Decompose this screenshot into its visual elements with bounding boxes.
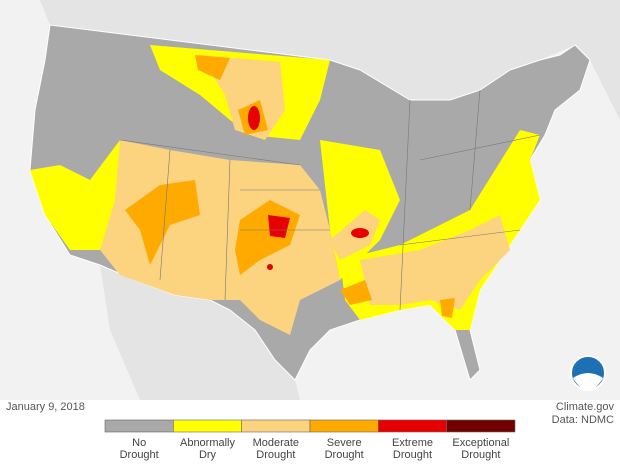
legend-label: Drought bbox=[393, 449, 432, 461]
legend-label: Drought bbox=[325, 449, 364, 461]
legend-label: Severe bbox=[327, 437, 362, 449]
extreme-drought-texas bbox=[267, 264, 273, 270]
extreme-drought-dakota bbox=[248, 106, 260, 130]
credit-label: Climate.gov bbox=[556, 401, 615, 413]
abnormally-dry-west bbox=[30, 140, 120, 250]
legend-label: No bbox=[132, 437, 146, 449]
legend: NoDroughtAbnormallyDryModerateDroughtSev… bbox=[104, 419, 516, 461]
legend-label: Abnormally bbox=[180, 437, 236, 449]
legend-label: Drought bbox=[120, 449, 159, 461]
legend-label: Drought bbox=[256, 449, 295, 461]
legend-label: Drought bbox=[461, 449, 500, 461]
date-label: January 9, 2018 bbox=[6, 401, 85, 413]
legend-swatch bbox=[173, 419, 242, 433]
legend-label: Moderate bbox=[253, 437, 299, 449]
source-label: Data: NDMC bbox=[552, 414, 614, 426]
extreme-drought-missouri bbox=[351, 228, 369, 238]
legend-swatch bbox=[309, 419, 379, 433]
legend-swatch bbox=[104, 419, 174, 433]
legend-label: Exceptional bbox=[452, 437, 509, 449]
legend-swatch bbox=[378, 419, 447, 433]
severe-drought-florida bbox=[440, 298, 455, 318]
mexico bbox=[100, 265, 300, 400]
extreme-drought-oklahoma bbox=[268, 215, 290, 238]
legend-label: Dry bbox=[199, 449, 217, 461]
state-borders bbox=[119, 89, 541, 311]
severe-drought-louisiana bbox=[340, 280, 372, 305]
legend-swatch bbox=[446, 419, 516, 433]
legend-swatch bbox=[241, 419, 311, 433]
severe-drought-four-corners bbox=[125, 180, 200, 265]
noaa-logo-wave bbox=[573, 373, 603, 390]
legend-label: Extreme bbox=[392, 437, 433, 449]
severe-drought-montana bbox=[195, 55, 230, 80]
moderate-drought-southeast bbox=[360, 215, 510, 310]
